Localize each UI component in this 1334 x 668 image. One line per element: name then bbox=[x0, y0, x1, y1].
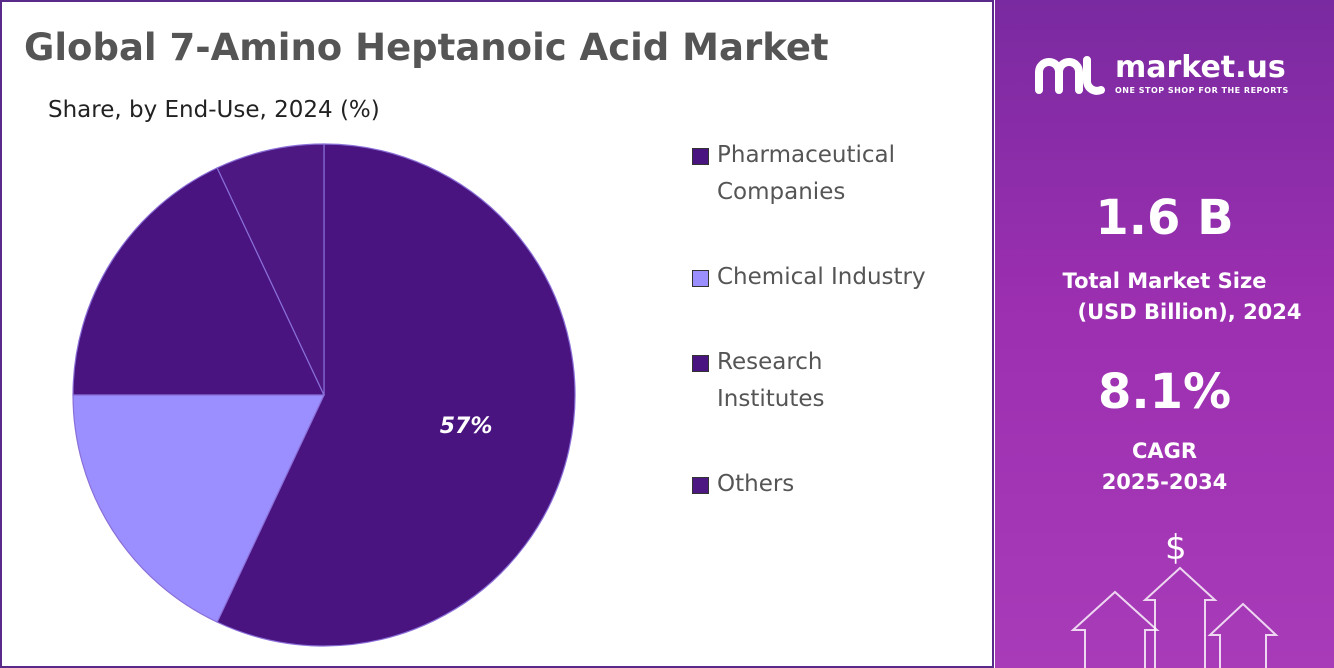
logo-icon bbox=[1035, 56, 1105, 95]
legend-swatch bbox=[692, 477, 709, 494]
legend-item: Chemical Industry bbox=[692, 259, 952, 296]
legend-item: Pharmaceutical Companies bbox=[692, 137, 952, 211]
pie-slice bbox=[72, 394, 325, 623]
legend-item: Others bbox=[692, 466, 952, 503]
pie-slice bbox=[216, 143, 325, 396]
tagline: ONE STOP SHOP FOR THE REPORTS bbox=[1115, 86, 1289, 95]
sidebar: market.us ONE STOP SHOP FOR THE REPORTS … bbox=[995, 0, 1334, 668]
legend: Pharmaceutical Companies Chemical Industr… bbox=[692, 137, 952, 551]
pie-chart: 57% bbox=[72, 143, 576, 647]
legend-label: Pharmaceutical Companies bbox=[717, 142, 896, 205]
legend-swatch bbox=[692, 270, 709, 287]
market-size: 1.6 B bbox=[1095, 190, 1234, 246]
pie-slice bbox=[216, 143, 576, 647]
label-line: CAGR bbox=[1131, 439, 1198, 463]
legend-label: Research Institutes bbox=[717, 349, 825, 412]
pie-slice bbox=[72, 167, 325, 396]
legend-label: Chemical Industry bbox=[717, 264, 926, 290]
brand: market.us bbox=[1115, 50, 1286, 85]
market-size-label: Total Market Size (USD Billion), 2024 bbox=[995, 266, 1334, 328]
legend-label: Others bbox=[717, 471, 795, 497]
arrows bbox=[1070, 566, 1279, 668]
legend-swatch bbox=[692, 148, 709, 165]
cagr-label: CAGR 2025-2034 bbox=[995, 436, 1334, 498]
legend-item: Research Institutes bbox=[692, 344, 952, 418]
chart-panel: Global 7-Amino Heptanoic Acid Market Sha… bbox=[0, 0, 994, 668]
legend-swatch bbox=[692, 355, 709, 372]
label-line: (USD Billion), 2024 bbox=[1077, 300, 1302, 324]
data-label: 57% bbox=[440, 414, 493, 439]
chart-subtitle: Share, by End-Use, 2024 (%) bbox=[48, 97, 380, 123]
chart-title: Global 7-Amino Heptanoic Acid Market bbox=[24, 26, 829, 69]
cagr: 8.1% bbox=[1097, 364, 1232, 420]
label-line: 2025-2034 bbox=[1101, 470, 1228, 494]
label-line: Total Market Size bbox=[1062, 269, 1267, 293]
dollar-icon: $ bbox=[1165, 528, 1187, 568]
